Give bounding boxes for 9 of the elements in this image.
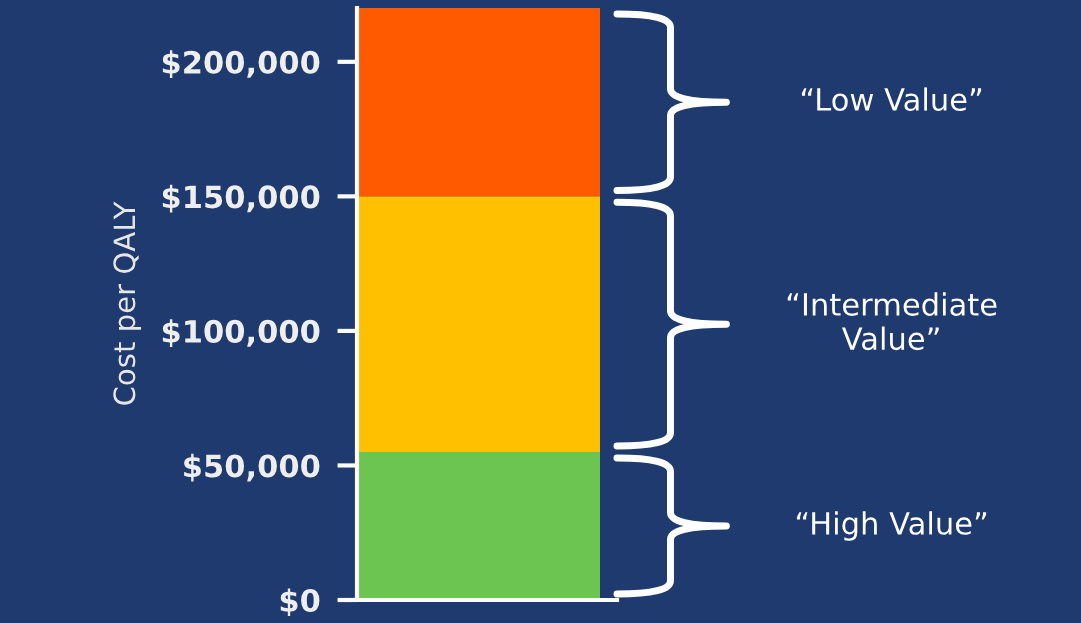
y-tick-label: $50,000 <box>184 453 320 482</box>
text: “High Value” <box>796 511 987 541</box>
y-tick-label: $150,000 <box>162 184 320 213</box>
y-axis-title: Cost per QALY <box>113 201 142 405</box>
y-tick-label: $200,000 <box>162 50 320 78</box>
y-tick-label: $0 <box>280 588 320 617</box>
text: “Intermediate Value” <box>787 292 997 351</box>
text: “Low Value” <box>801 87 982 112</box>
y-tick-label: $100,000 <box>162 319 320 348</box>
